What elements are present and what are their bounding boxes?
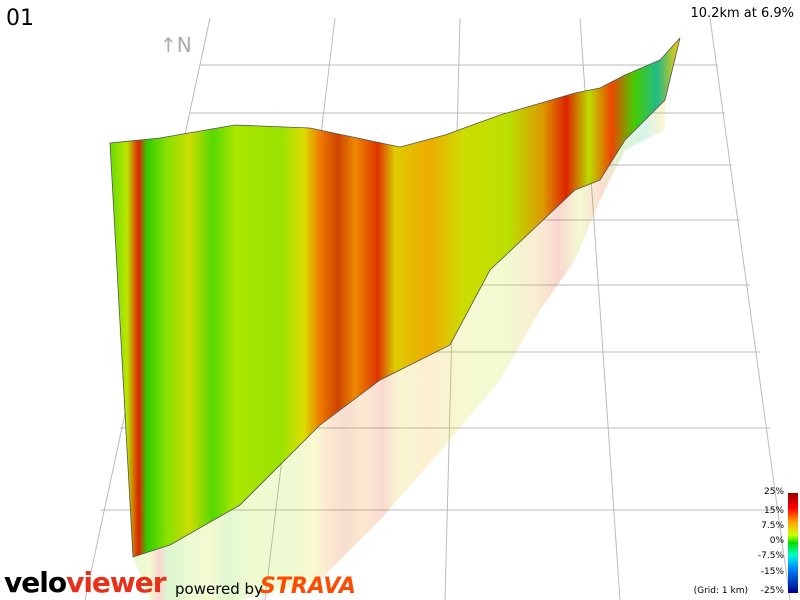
legend-label: 25%	[763, 487, 784, 497]
legend-label: 7.5%	[761, 521, 784, 531]
logo-velo: velo	[4, 566, 67, 599]
elevation-ribbon	[109, 37, 681, 558]
grid-note: (Grid: 1 km)	[693, 586, 748, 596]
legend-label: -15%	[760, 567, 784, 577]
logo-viewer: viewer	[66, 566, 167, 599]
logo: veloviewer	[4, 566, 167, 599]
legend-label: -7.5%	[757, 551, 784, 561]
legend-label: 0%	[769, 536, 784, 546]
legend-label: -25%	[760, 586, 784, 596]
strava-logo: STRAVA	[260, 574, 356, 599]
summary: 10.2km at 6.9%	[690, 6, 795, 21]
title: 01	[6, 6, 34, 31]
shadow	[133, 100, 665, 600]
legend-label: 15%	[763, 506, 784, 516]
powered-by: powered by	[175, 580, 263, 598]
north-indicator: ↑N	[160, 33, 192, 57]
color-scale	[788, 493, 798, 593]
